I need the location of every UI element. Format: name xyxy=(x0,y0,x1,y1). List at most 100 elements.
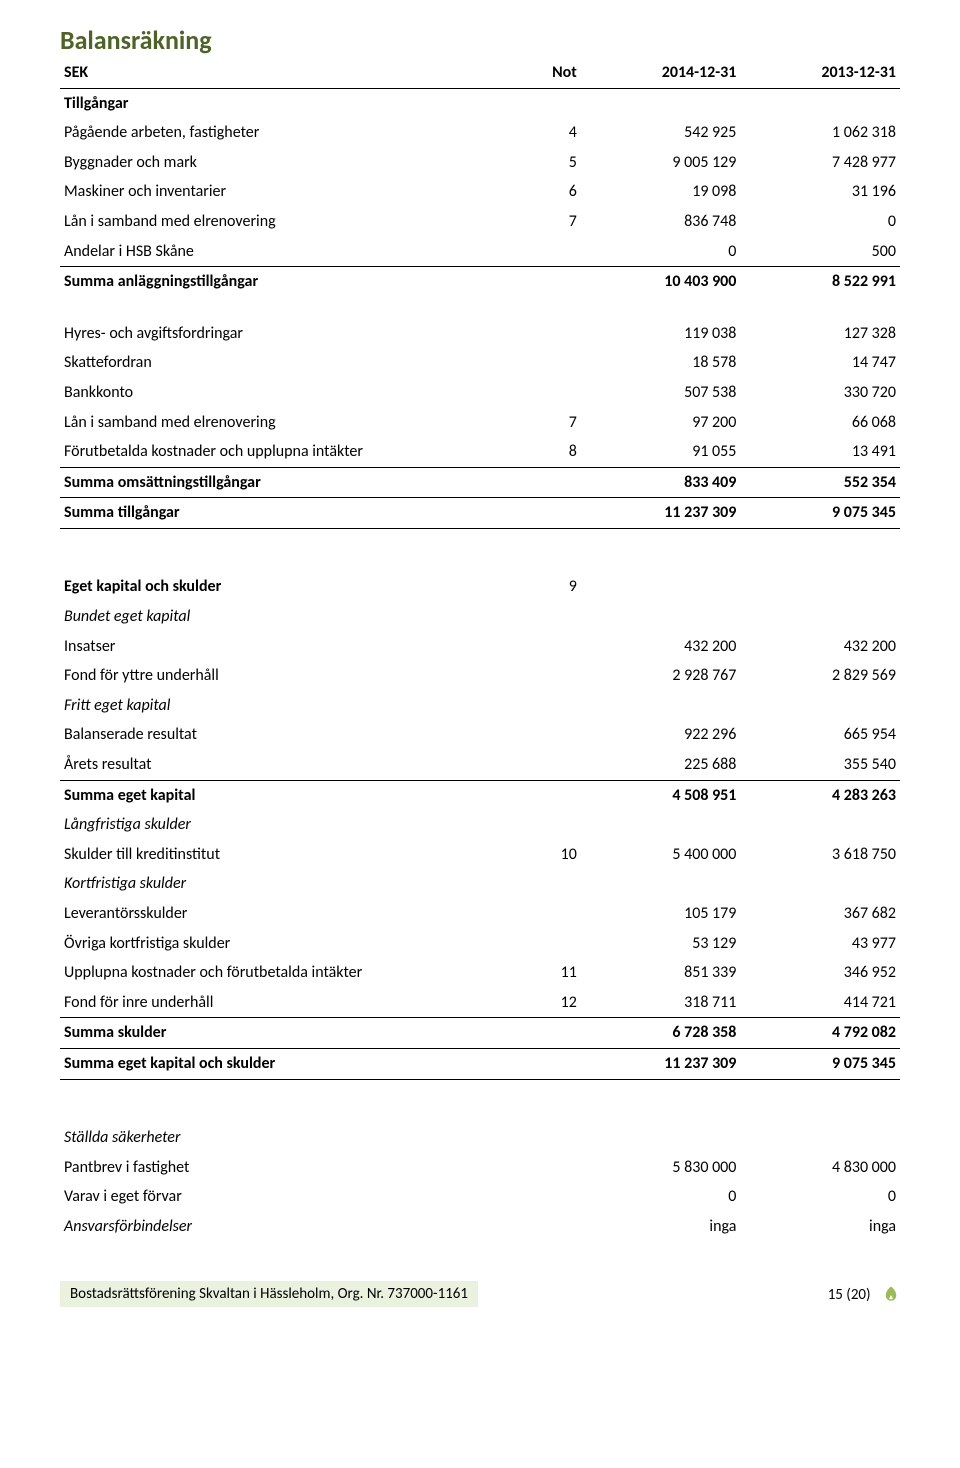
row-not: 12 xyxy=(514,988,581,1018)
row-v2: 367 682 xyxy=(740,899,900,929)
row-v1: 836 748 xyxy=(581,207,741,237)
row-not xyxy=(514,1153,581,1183)
row-not xyxy=(514,237,581,267)
row-v1: 833 409 xyxy=(581,467,741,498)
row-label: Balanserade resultat xyxy=(60,720,514,750)
row-not xyxy=(514,1182,581,1212)
row-label: Hyres- och avgiftsfordringar xyxy=(60,319,514,349)
table-row: Summa eget kapital och skulder11 237 309… xyxy=(60,1048,900,1079)
row-v2 xyxy=(740,810,900,840)
row-v1: 91 055 xyxy=(581,437,741,467)
row-not xyxy=(514,750,581,780)
row-not xyxy=(514,602,581,632)
row-v1: 851 339 xyxy=(581,958,741,988)
row-v2: inga xyxy=(740,1212,900,1242)
row-not xyxy=(514,720,581,750)
row-v2: 330 720 xyxy=(740,378,900,408)
table-row: Summa skulder6 728 3584 792 082 xyxy=(60,1018,900,1049)
row-not: 6 xyxy=(514,177,581,207)
table-row: Förutbetalda kostnader och upplupna intä… xyxy=(60,437,900,467)
row-not xyxy=(514,267,581,297)
row-label: Varav i eget förvar xyxy=(60,1182,514,1212)
table-row: Upplupna kostnader och förutbetalda intä… xyxy=(60,958,900,988)
table-row: Skulder till kreditinstitut105 400 0003 … xyxy=(60,840,900,870)
row-v2 xyxy=(740,88,900,118)
row-v1: 507 538 xyxy=(581,378,741,408)
row-v2: 7 428 977 xyxy=(740,148,900,178)
table-row: Kortfristiga skulder xyxy=(60,869,900,899)
table-row: Ansvarsförbindelser ingainga xyxy=(60,1212,900,1242)
row-v1: 11 237 309 xyxy=(581,1048,741,1079)
row-label: Ställda säkerheter xyxy=(60,1123,514,1153)
row-not xyxy=(514,319,581,349)
table-header-row: SEK Not 2014-12-31 2013-12-31 xyxy=(60,58,900,88)
row-not xyxy=(514,1212,581,1242)
table-row: Bundet eget kapital xyxy=(60,602,900,632)
row-not xyxy=(514,1123,581,1153)
row-v2: 500 xyxy=(740,237,900,267)
row-v1: 119 038 xyxy=(581,319,741,349)
row-not: 11 xyxy=(514,958,581,988)
table-row: Övriga kortfristiga skulder53 12943 977 xyxy=(60,929,900,959)
row-not xyxy=(514,929,581,959)
row-v2: 9 075 345 xyxy=(740,1048,900,1079)
table-row: Summa eget kapital4 508 9514 283 263 xyxy=(60,780,900,810)
row-v2: 31 196 xyxy=(740,177,900,207)
row-v2: 13 491 xyxy=(740,437,900,467)
row-v1: 53 129 xyxy=(581,929,741,959)
row-label: Skulder till kreditinstitut xyxy=(60,840,514,870)
balance-sheet-table: SEK Not 2014-12-31 2013-12-31 Tillgångar… xyxy=(60,58,900,1241)
row-v2: 552 354 xyxy=(740,467,900,498)
table-row: Fritt eget kapital xyxy=(60,691,900,721)
table-row: Årets resultat225 688355 540 xyxy=(60,750,900,780)
table-row: Långfristiga skulder xyxy=(60,810,900,840)
table-row: Summa tillgångar11 237 3099 075 345 xyxy=(60,498,900,529)
table-row: Leverantörsskulder105 179367 682 xyxy=(60,899,900,929)
table-row: Skattefordran18 57814 747 xyxy=(60,348,900,378)
row-label: Bankkonto xyxy=(60,378,514,408)
row-v2: 4 830 000 xyxy=(740,1153,900,1183)
row-not xyxy=(514,1018,581,1049)
row-v2: 355 540 xyxy=(740,750,900,780)
row-not: 7 xyxy=(514,408,581,438)
row-not: 5 xyxy=(514,148,581,178)
row-not: 7 xyxy=(514,207,581,237)
row-not xyxy=(514,88,581,118)
table-row: Andelar i HSB Skåne0500 xyxy=(60,237,900,267)
table-row: Lån i samband med elrenovering797 20066 … xyxy=(60,408,900,438)
row-v2: 8 522 991 xyxy=(740,267,900,297)
row-v1: inga xyxy=(581,1212,741,1242)
row-v1 xyxy=(581,602,741,632)
row-v2: 2 829 569 xyxy=(740,661,900,691)
row-v2 xyxy=(740,602,900,632)
row-not xyxy=(514,691,581,721)
row-label: Årets resultat xyxy=(60,750,514,780)
row-label: Fond för yttre underhåll xyxy=(60,661,514,691)
table-row: Tillgångar xyxy=(60,88,900,118)
row-not xyxy=(514,869,581,899)
row-v1: 19 098 xyxy=(581,177,741,207)
row-not xyxy=(514,498,581,529)
table-row: Bankkonto 507 538330 720 xyxy=(60,378,900,408)
table-row: Fond för inre underhåll12318 711414 721 xyxy=(60,988,900,1018)
table-row: Byggnader och mark59 005 1297 428 977 xyxy=(60,148,900,178)
table-row: Summa omsättningstillgångar833 409552 35… xyxy=(60,467,900,498)
row-v2: 9 075 345 xyxy=(740,498,900,529)
row-not xyxy=(514,467,581,498)
row-label: Ansvarsförbindelser xyxy=(60,1212,514,1242)
table-row: Pågående arbeten, fastigheter4542 9251 0… xyxy=(60,118,900,148)
table-row: Maskiner och inventarier619 09831 196 xyxy=(60,177,900,207)
row-label: Leverantörsskulder xyxy=(60,899,514,929)
row-not xyxy=(514,899,581,929)
table-row: Varav i eget förvar00 xyxy=(60,1182,900,1212)
row-not xyxy=(514,780,581,810)
row-v1: 9 005 129 xyxy=(581,148,741,178)
row-v1: 11 237 309 xyxy=(581,498,741,529)
row-v2: 346 952 xyxy=(740,958,900,988)
row-label: Summa skulder xyxy=(60,1018,514,1049)
table-row: Hyres- och avgiftsfordringar119 038127 3… xyxy=(60,319,900,349)
footer-page: 15 (20) xyxy=(828,1285,900,1308)
row-not xyxy=(514,632,581,662)
row-v2: 43 977 xyxy=(740,929,900,959)
row-label: Summa anläggningstillgångar xyxy=(60,267,514,297)
